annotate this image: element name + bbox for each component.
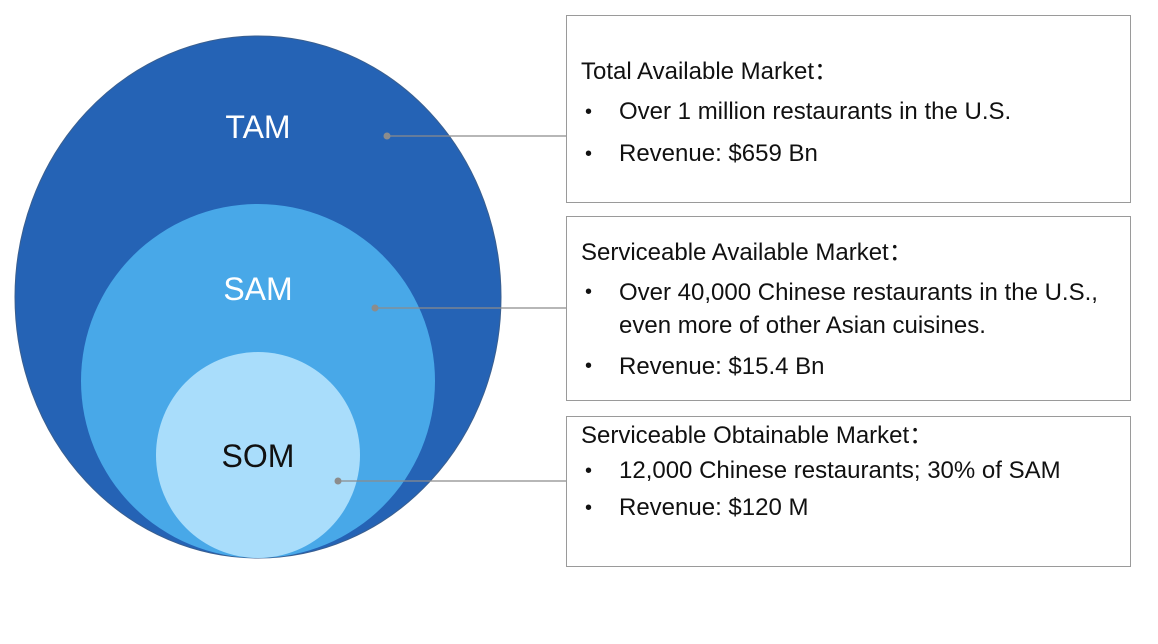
bullet-icon: •	[585, 143, 593, 165]
tam-description-box: Total Available Market： • Over 1 million …	[566, 15, 1131, 203]
bullet-icon: •	[585, 101, 593, 123]
list-item: • Over 1 million restaurants in the U.S.	[581, 95, 1116, 129]
bullet-text: Revenue: $120 M	[619, 494, 809, 521]
tam-label: TAM	[225, 109, 290, 145]
sam-connector	[371, 304, 566, 312]
som-label: SOM	[222, 438, 295, 474]
bullet-text: Revenue: $15.4 Bn	[619, 353, 825, 380]
tam-bullet-list: • Over 1 million restaurants in the U.S. …	[581, 95, 1116, 171]
list-item: • 12,000 Chinese restaurants; 30% of SAM	[581, 454, 1116, 488]
tam-connector	[383, 132, 566, 140]
bullet-text: 12,000 Chinese restaurants; 30% of SAM	[619, 457, 1061, 484]
bullet-text: Over 1 million restaurants in the U.S.	[619, 98, 1012, 125]
som-bullet-list: • 12,000 Chinese restaurants; 30% of SAM …	[581, 454, 1116, 525]
bullet-text: Revenue: $659 Bn	[619, 140, 818, 167]
bullet-icon: •	[585, 460, 593, 482]
list-item: • Revenue: $659 Bn	[581, 137, 1116, 171]
bullet-icon: •	[585, 497, 593, 519]
list-item: • Over 40,000 Chinese restaurants in the …	[581, 276, 1116, 342]
sam-bullet-list: • Over 40,000 Chinese restaurants in the …	[581, 276, 1116, 383]
som-connector	[334, 477, 566, 485]
sam-description-box: Serviceable Available Market： • Over 40,0…	[566, 216, 1131, 401]
sam-box-title: Serviceable Available Market：	[581, 239, 913, 266]
som-box-title: Serviceable Obtainable Market：	[581, 422, 934, 449]
list-item: • Revenue: $15.4 Bn	[581, 350, 1116, 383]
list-item: • Revenue: $120 M	[581, 491, 1116, 525]
som-circle	[156, 352, 360, 558]
bullet-text: Over 40,000 Chinese restaurants in the U…	[619, 279, 1098, 339]
sam-label: SAM	[223, 271, 292, 307]
bullet-icon: •	[585, 355, 593, 377]
tam-box-title: Total Available Market：	[581, 58, 839, 85]
som-description-box: Serviceable Obtainable Market： • 12,000 C…	[566, 416, 1131, 567]
bullet-icon: •	[585, 281, 593, 303]
